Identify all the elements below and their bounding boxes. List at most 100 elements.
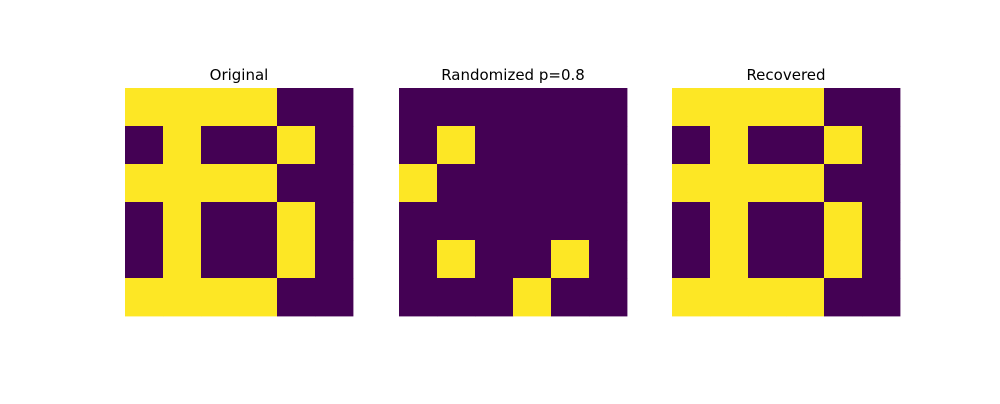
heatmap-cell-r3-c1 [710,202,749,241]
heatmap-cell-r1-c1 [437,126,476,165]
heatmap-cell-r5-c5 [315,278,354,317]
heatmap-cell-r4-c2 [748,240,787,279]
heatmap-cell-r3-c0 [399,202,438,241]
heatmap-cell-r1-c3 [513,126,552,165]
heatmap-cell-r0-c0 [125,88,164,127]
heatmap-cell-r2-c0 [672,164,711,203]
panel-randomized: Randomized p=0.8 [399,66,628,317]
heatmap-cell-r0-c4 [551,88,590,127]
heatmap-cell-r0-c5 [315,88,354,127]
heatmap-cell-r2-c5 [589,164,628,203]
panel-title: Recovered [746,66,825,84]
heatmap-cell-r4-c0 [672,240,711,279]
heatmap-cell-r4-c4 [551,240,590,279]
heatmap-cell-r2-c3 [239,164,278,203]
heatmap-cell-r4-c3 [513,240,552,279]
heatmap-cell-r4-c4 [277,240,316,279]
panel-title: Original [210,66,269,84]
heatmap-cell-r4-c2 [475,240,514,279]
heatmap-cell-r0-c3 [786,88,825,127]
heatmap-cell-r5-c0 [399,278,438,317]
heatmap-cell-r5-c0 [125,278,164,317]
heatmap-cell-r5-c3 [513,278,552,317]
heatmap-cell-r5-c1 [163,278,202,317]
heatmap-cell-r2-c1 [437,164,476,203]
heatmap-cell-r4-c3 [786,240,825,279]
heatmap-cell-r0-c3 [239,88,278,127]
heatmap-cell-r1-c2 [748,126,787,165]
heatmap-cell-r1-c5 [862,126,901,165]
heatmap-cell-r2-c1 [710,164,749,203]
heatmap-cell-r2-c4 [277,164,316,203]
heatmap-cell-r3-c1 [163,202,202,241]
heatmap-cell-r4-c1 [437,240,476,279]
heatmap-cell-r0-c4 [824,88,863,127]
heatmap-cell-r4-c1 [710,240,749,279]
heatmap-cell-r1-c3 [786,126,825,165]
heatmap-cell-r4-c1 [163,240,202,279]
heatmap-cell-r4-c5 [589,240,628,279]
heatmap-cell-r5-c0 [672,278,711,317]
heatmap-cell-r3-c3 [786,202,825,241]
heatmap-cell-r2-c5 [862,164,901,203]
heatmap-cell-r3-c5 [315,202,354,241]
heatmap-cell-r2-c2 [748,164,787,203]
heatmap-cell-r5-c3 [786,278,825,317]
heatmap-cell-r5-c2 [475,278,514,317]
heatmap-cell-r2-c0 [125,164,164,203]
heatmap-cell-r1-c4 [824,126,863,165]
cell-grid [672,88,901,317]
panel-title: Randomized p=0.8 [441,66,585,84]
heatmap-cell-r3-c4 [277,202,316,241]
heatmap-cell-r0-c5 [862,88,901,127]
heatmap-cell-r0-c4 [277,88,316,127]
heatmap-cell-r0-c1 [710,88,749,127]
heatmap-cell-r2-c1 [163,164,202,203]
heatmap-cell-r0-c2 [201,88,240,127]
heatmap-cell-r4-c2 [201,240,240,279]
heatmap-cell-r1-c1 [163,126,202,165]
heatmap-cell-r0-c2 [475,88,514,127]
heatmap-cell-r1-c0 [125,126,164,165]
heatmap-cell-r3-c1 [437,202,476,241]
heatmap-cell-r5-c4 [277,278,316,317]
heatmap-cell-r3-c3 [513,202,552,241]
heatmap-cell-r4-c0 [399,240,438,279]
heatmap-cell-r5-c1 [437,278,476,317]
heatmap-cell-r5-c4 [824,278,863,317]
heatmap-cell-r5-c3 [239,278,278,317]
cell-grid [125,88,354,317]
heatmap-cell-r4-c5 [862,240,901,279]
heatmap-cell-r1-c5 [315,126,354,165]
heatmap-cell-r4-c5 [315,240,354,279]
heatmap-cell-r1-c2 [201,126,240,165]
heatmap-cell-r3-c5 [862,202,901,241]
heatmap-cell-r5-c5 [862,278,901,317]
heatmap-cell-r2-c3 [513,164,552,203]
heatmap-cell-r1-c4 [551,126,590,165]
heatmap-cell-r2-c2 [475,164,514,203]
heatmap-cell-r0-c5 [589,88,628,127]
heatmap-cell-r3-c5 [589,202,628,241]
heatmap-cell-r3-c0 [672,202,711,241]
heatmap-cell-r0-c1 [437,88,476,127]
heatmap-cell-r4-c4 [824,240,863,279]
heatmap-cell-r0-c3 [513,88,552,127]
heatmap-cell-r3-c3 [239,202,278,241]
heatmap-cell-r1-c3 [239,126,278,165]
panel-original: Original [125,66,354,317]
heatmap-cell-r1-c0 [399,126,438,165]
panel-recovered: Recovered [672,66,901,317]
heatmap-cell-r3-c4 [824,202,863,241]
heatmap-cell-r1-c4 [277,126,316,165]
heatmap-cell-r2-c4 [824,164,863,203]
heatmap-cell-r3-c0 [125,202,164,241]
heatmap-cell-r2-c5 [315,164,354,203]
heatmap-cell-r1-c5 [589,126,628,165]
heatmap-cell-r5-c2 [748,278,787,317]
heatmap-cell-r0-c0 [399,88,438,127]
heatmap-cell-r3-c2 [748,202,787,241]
heatmap-cell-r2-c4 [551,164,590,203]
